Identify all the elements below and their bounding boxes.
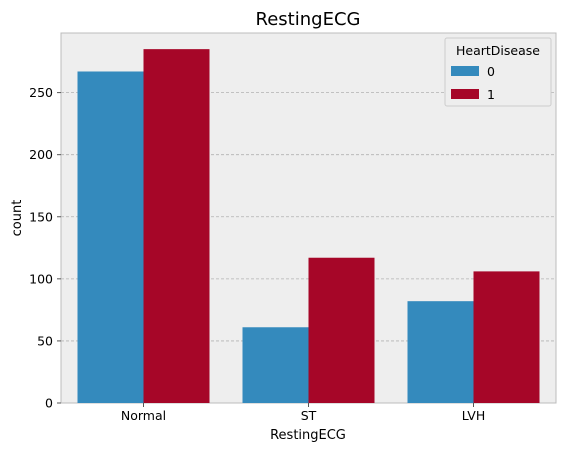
x-tick-label-0: Normal — [121, 408, 166, 423]
legend-label-1: 1 — [487, 87, 495, 102]
y-tick-label-1: 50 — [37, 333, 53, 348]
legend-title: HeartDisease — [456, 43, 540, 58]
y-axis-label: count — [10, 200, 25, 237]
bar-st-1 — [308, 257, 375, 403]
legend-swatch-0 — [451, 66, 479, 76]
y-tick-label-3: 150 — [29, 209, 53, 224]
y-tick-label-4: 200 — [29, 147, 53, 162]
x-axis-ticks: Normal ST LVH — [121, 403, 485, 423]
bar-lvh-1 — [473, 271, 540, 403]
y-tick-label-5: 250 — [29, 85, 53, 100]
legend: HeartDisease 0 1 — [444, 37, 552, 107]
y-tick-label-2: 100 — [29, 271, 53, 286]
x-tick-label-2: LVH — [462, 408, 486, 423]
x-axis-label: RestingECG — [270, 428, 346, 443]
bar-normal-1 — [143, 49, 210, 404]
bar-normal-0 — [77, 71, 144, 403]
y-tick-label-0: 0 — [45, 396, 53, 411]
bar-lvh-0 — [407, 301, 474, 403]
x-tick-label-1: ST — [301, 408, 317, 423]
legend-label-0: 0 — [487, 64, 495, 79]
chart-title: RestingECG — [256, 9, 361, 30]
legend-swatch-1 — [451, 89, 479, 99]
bars — [77, 49, 540, 404]
y-axis-ticks: 0 50 100 150 200 250 — [29, 85, 61, 411]
bar-st-0 — [242, 327, 309, 403]
